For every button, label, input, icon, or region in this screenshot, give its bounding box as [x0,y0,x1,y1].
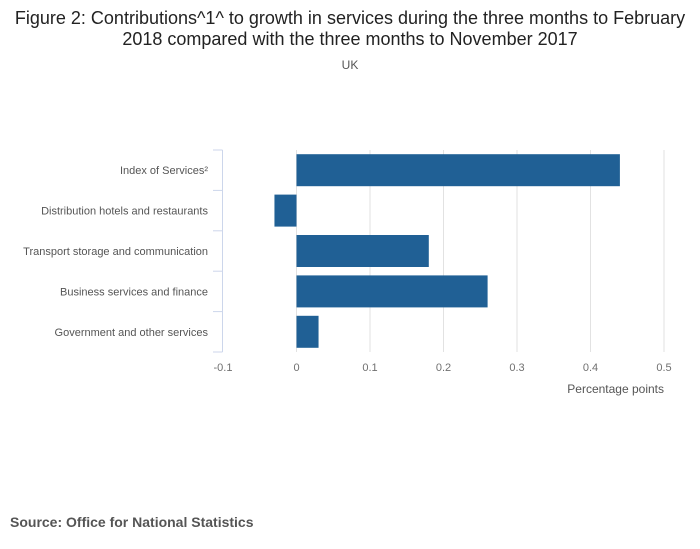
bar [296,154,620,187]
bar [296,235,429,267]
x-tick-label: 0 [293,362,299,374]
bar [274,194,297,227]
source-note: Source: Office for National Statistics [10,514,254,530]
x-tick-label: -0.1 [214,362,233,374]
category-label: Transport storage and communication [23,246,208,258]
category-label: Government and other services [55,327,209,339]
category-label: Distribution hotels and restaurants [41,206,208,218]
x-tick-label: 0.1 [362,362,377,374]
x-tick-label: 0.3 [509,362,524,374]
x-tick-label: 0.2 [436,362,451,374]
chart-title: Figure 2: Contributions^1^ to growth in … [14,8,686,49]
x-axis-label: Percentage points [567,382,664,396]
x-tick-label: 0.5 [656,362,671,374]
x-tick-label: 0.4 [583,362,598,374]
bar [296,315,319,348]
chart-subtitle: UK [341,58,359,72]
category-label: Index of Services² [120,165,208,177]
bar [296,275,488,308]
category-label: Business services and finance [60,286,208,298]
